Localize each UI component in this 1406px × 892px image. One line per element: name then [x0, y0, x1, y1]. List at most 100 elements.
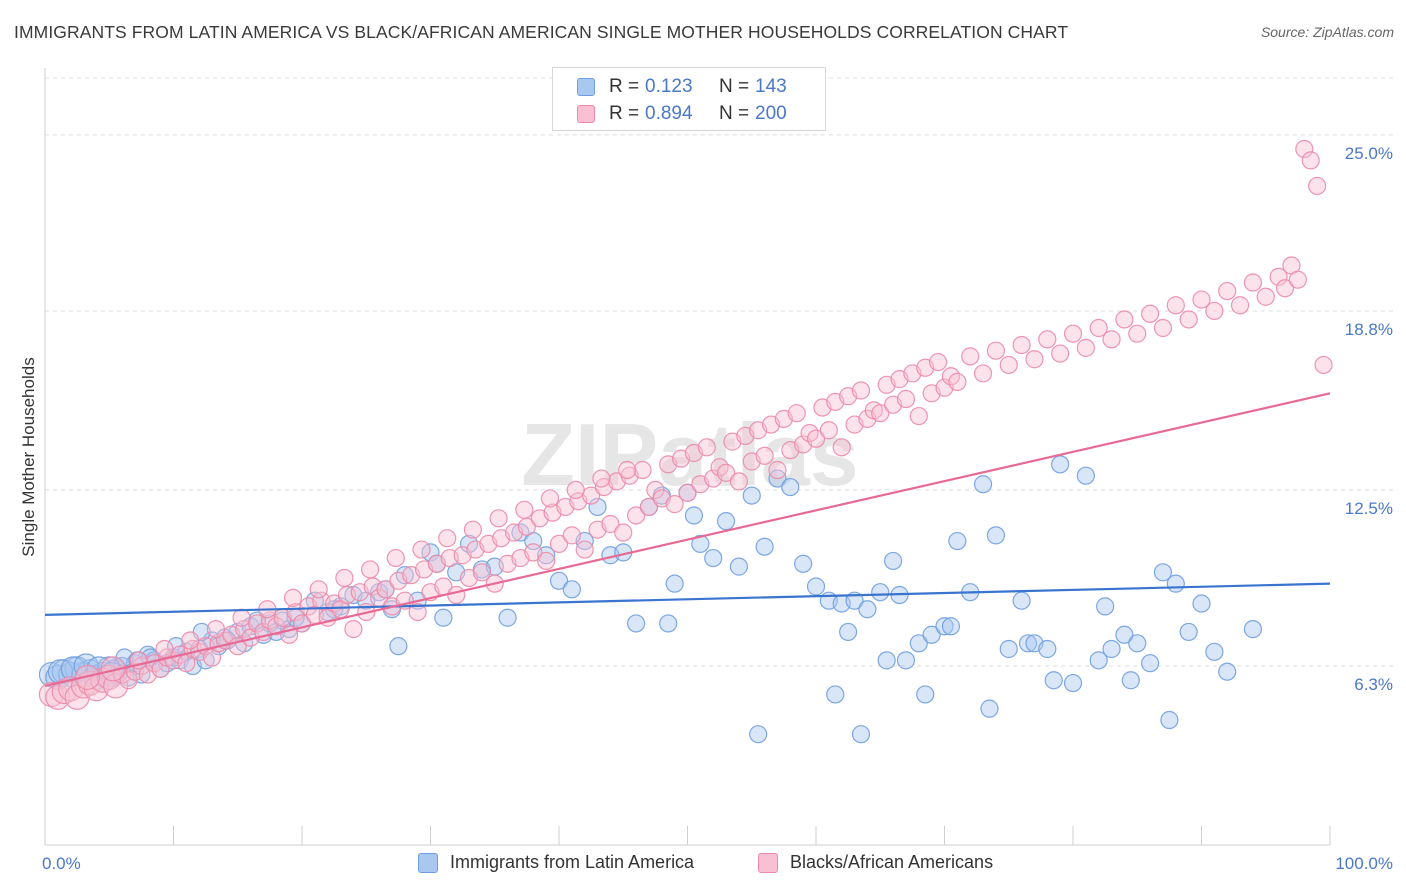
point-blacks [1153, 318, 1173, 338]
point-immigrants [1179, 622, 1198, 642]
point-immigrants [794, 554, 813, 573]
point-blacks [1308, 176, 1327, 196]
point-blacks [335, 568, 354, 588]
point-immigrants [434, 608, 453, 627]
point-blacks [697, 438, 716, 457]
point-blacks [472, 563, 491, 582]
point-immigrants [1128, 634, 1147, 653]
watermark: ZIPatlas [521, 405, 858, 504]
point-blacks [412, 540, 431, 559]
point-immigrants [1192, 594, 1211, 613]
legend-r-label: R = [609, 76, 640, 97]
x-tick-label: 100.0% [1335, 854, 1393, 873]
point-blacks [181, 631, 200, 650]
point-blacks [1288, 270, 1307, 289]
point-blacks [447, 585, 466, 605]
point-immigrants [1096, 597, 1115, 616]
point-blacks [896, 389, 916, 409]
point-immigrants [1166, 574, 1185, 593]
point-immigrants [973, 475, 993, 494]
point-immigrants [896, 651, 916, 670]
point-blacks [100, 656, 126, 682]
legend-row-immigrants: R = 0.123 N = 143 [577, 75, 787, 99]
point-blacks [1192, 290, 1211, 309]
point-blacks [232, 608, 251, 627]
source-credit: Source: ZipAtlas.com [1260, 24, 1394, 40]
point-immigrants [839, 622, 858, 642]
point-immigrants [941, 617, 961, 636]
point-immigrants [922, 625, 941, 644]
point-blacks [1038, 330, 1057, 349]
y-tick-label: 12.5% [1345, 499, 1393, 518]
point-immigrants [1115, 625, 1134, 644]
point-immigrants [665, 574, 684, 593]
point-blacks [206, 620, 226, 639]
point-immigrants [883, 551, 903, 571]
x-tick-label: 0.0% [42, 854, 81, 873]
point-immigrants [742, 486, 761, 505]
legend-r-label: R = [609, 103, 640, 124]
point-blacks [871, 404, 890, 423]
point-blacks [1089, 318, 1108, 338]
point-blacks [819, 421, 838, 440]
point-blacks [376, 580, 395, 599]
point-blacks [1051, 344, 1070, 363]
point-blacks [1205, 301, 1224, 321]
point-immigrants [549, 571, 569, 590]
point-blacks [386, 548, 405, 568]
point-blacks [614, 523, 633, 542]
point-immigrants [1076, 466, 1095, 485]
point-blacks [1102, 330, 1121, 349]
point-blacks [309, 580, 328, 599]
point-blacks [1243, 273, 1263, 292]
point-blacks [549, 534, 569, 553]
point-blacks [832, 438, 851, 457]
point-blacks [1256, 287, 1275, 306]
point-blacks [928, 352, 948, 372]
correlation-legend: R = 0.123 N = 143 R = 0.894 N = 200 [552, 67, 826, 131]
point-immigrants [1160, 710, 1179, 730]
point-blacks [562, 526, 581, 545]
point-immigrants [1140, 654, 1160, 673]
point-blacks [74, 664, 101, 690]
legend-n-value: 143 [755, 76, 787, 97]
point-blacks [665, 495, 684, 514]
point-immigrants [1038, 639, 1057, 659]
point-immigrants [999, 639, 1018, 659]
point-blacks [408, 602, 427, 622]
legend-swatch-blacks [577, 105, 595, 123]
point-immigrants [871, 583, 890, 602]
point-immigrants [877, 651, 896, 670]
point-blacks [1128, 324, 1147, 343]
point-blacks [361, 560, 380, 579]
point-immigrants [562, 580, 581, 599]
point-immigrants [1102, 639, 1121, 659]
legend-item-blacks[interactable]: Blacks/African Americans [758, 852, 993, 873]
point-immigrants [1044, 671, 1063, 690]
legend-n-label: N = [719, 103, 750, 124]
series-blacks-points [38, 139, 1333, 710]
point-blacks [986, 341, 1006, 360]
point-blacks [592, 469, 611, 488]
point-blacks [716, 463, 736, 482]
legend-label-immigrants: Immigrants from Latin America [450, 852, 695, 872]
point-blacks [1012, 335, 1031, 355]
y-tick-labels: 6.3% 12.5% 18.8% 25.0% [1345, 144, 1393, 694]
point-immigrants [498, 608, 517, 627]
point-blacks [537, 551, 556, 571]
series-legend: Immigrants from Latin America Blacks/Afr… [0, 852, 1406, 878]
point-blacks [1269, 267, 1288, 286]
point-immigrants [755, 537, 774, 556]
chart-title: IMMIGRANTS FROM LATIN AMERICA VS BLACK/A… [14, 22, 1069, 42]
point-immigrants [986, 526, 1006, 545]
x-tick-labels: 0.0% 100.0% [42, 854, 1393, 873]
y-tick-label: 25.0% [1345, 144, 1393, 163]
point-blacks [1295, 139, 1314, 159]
legend-n-label: N = [719, 76, 750, 97]
point-blacks [961, 347, 980, 366]
legend-item-immigrants[interactable]: Immigrants from Latin America [418, 852, 694, 873]
point-blacks [515, 500, 534, 519]
point-blacks [524, 543, 543, 562]
point-blacks [1314, 355, 1333, 375]
